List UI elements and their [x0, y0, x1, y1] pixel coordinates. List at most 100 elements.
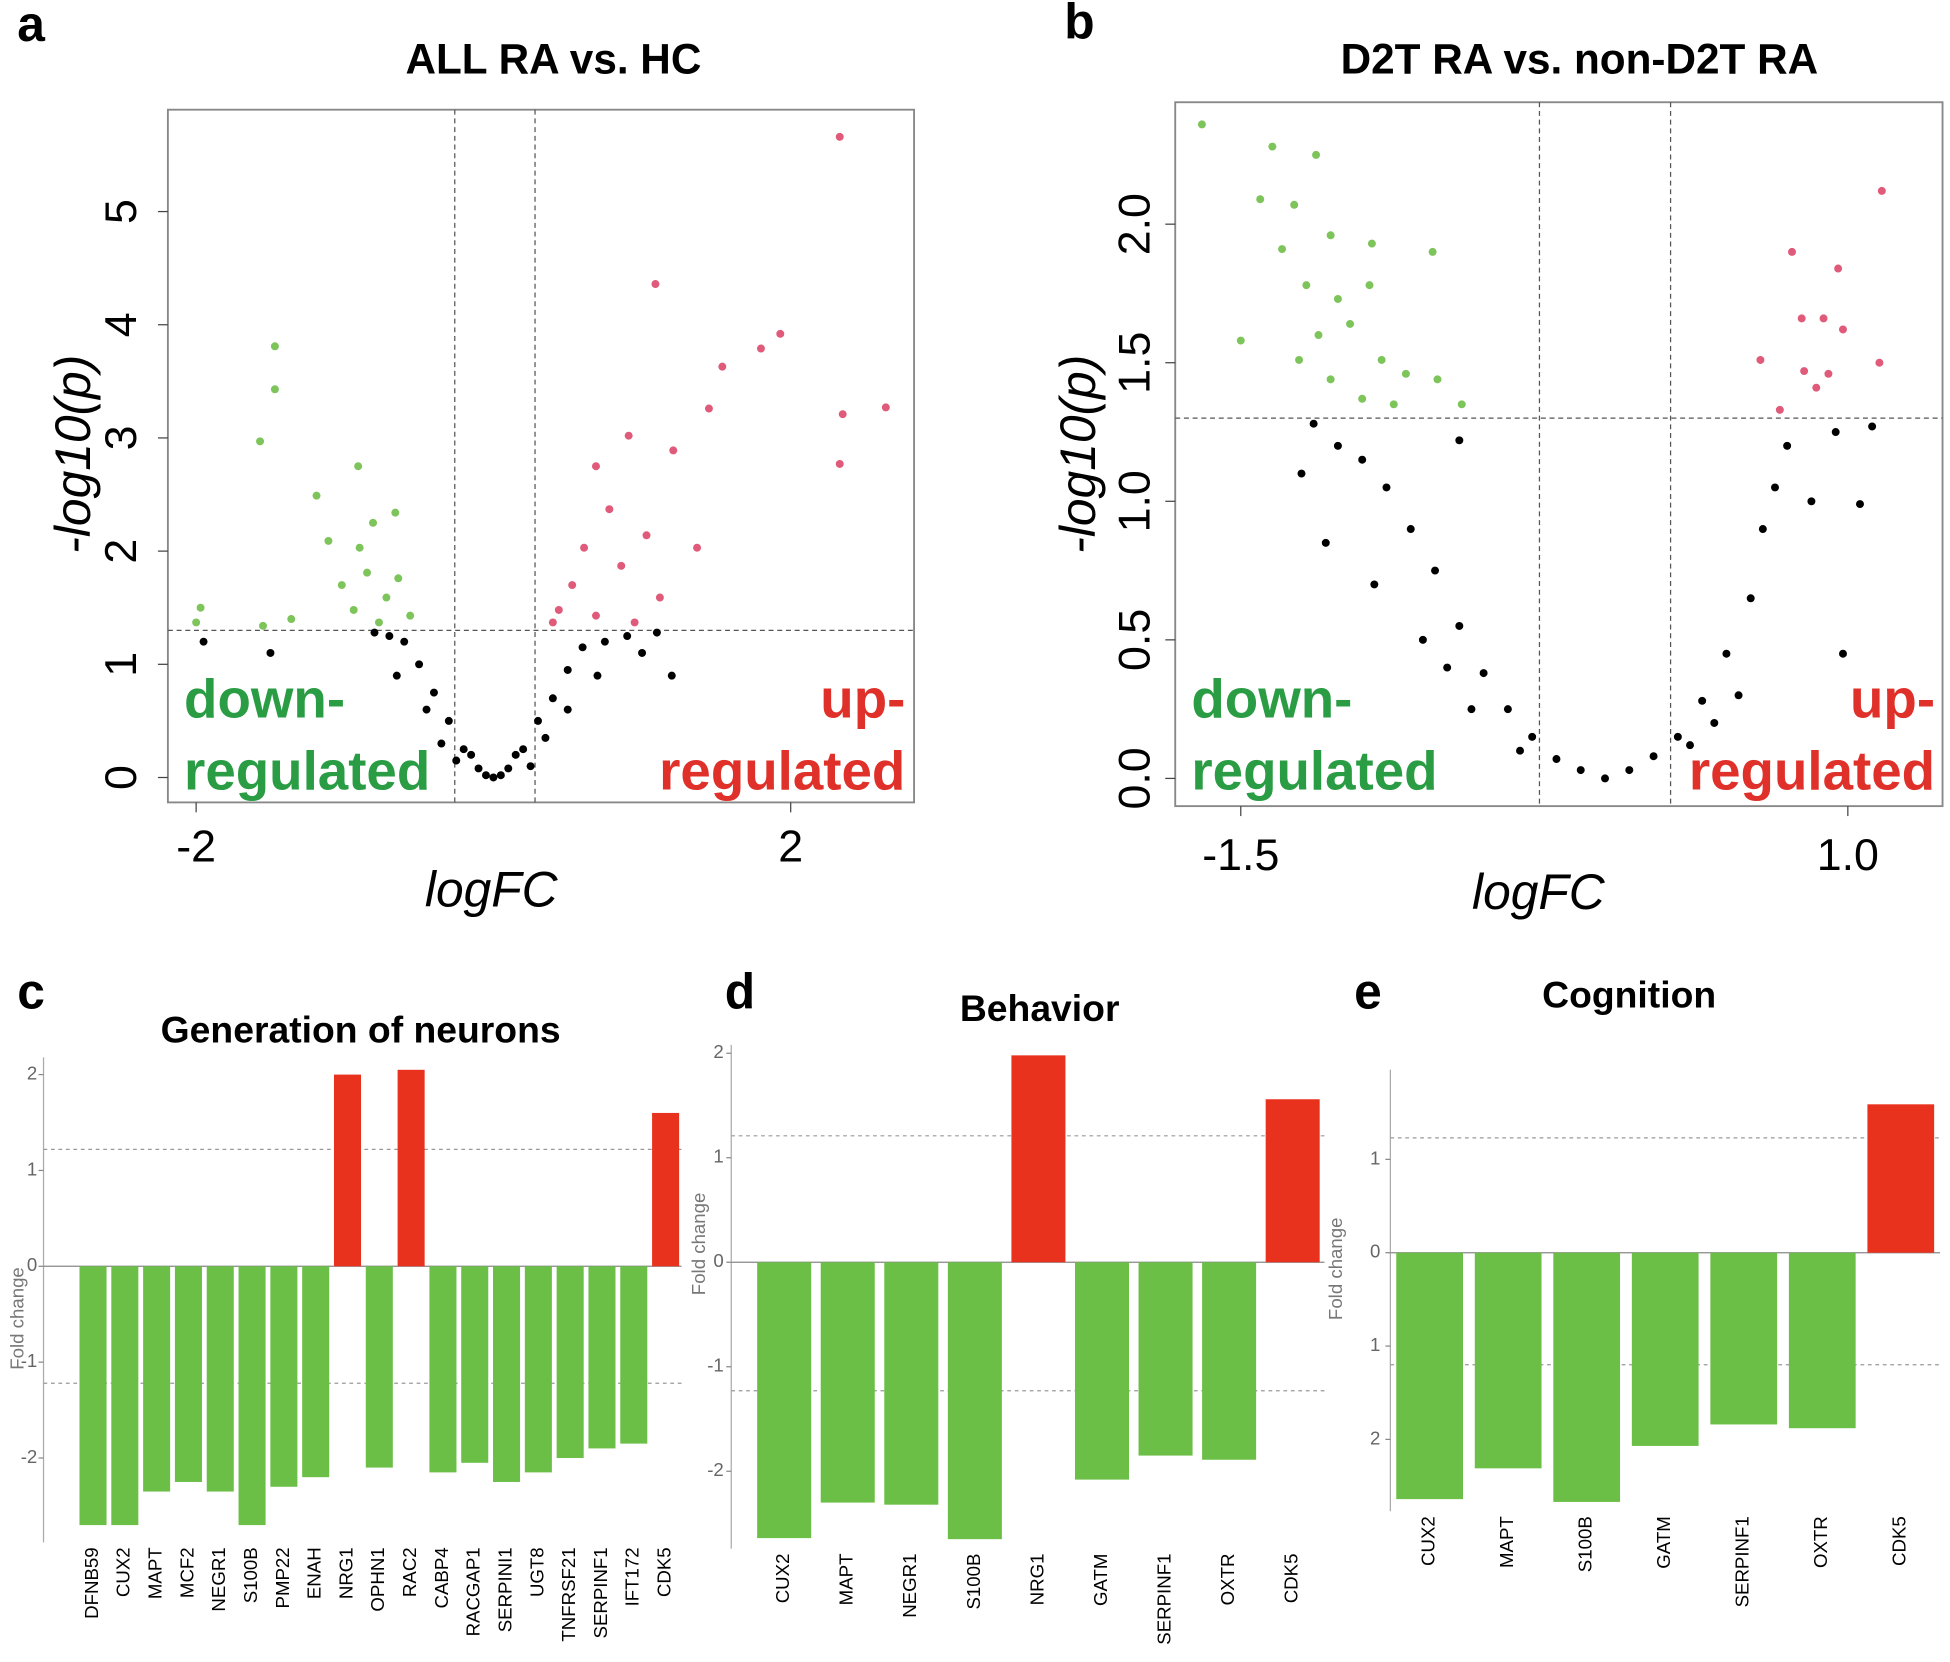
- point: [312, 491, 321, 500]
- y-tick-label: 1: [1370, 1334, 1380, 1355]
- point: [881, 403, 890, 412]
- point: [568, 581, 577, 590]
- bar: [884, 1262, 939, 1505]
- point: [1783, 441, 1792, 450]
- point: [1625, 766, 1634, 775]
- point: [415, 660, 424, 669]
- point: [1824, 369, 1833, 378]
- point: [624, 431, 633, 440]
- bar: [1202, 1262, 1257, 1460]
- point: [652, 628, 661, 637]
- bar: [1474, 1252, 1542, 1469]
- point: [1302, 281, 1311, 290]
- point: [1431, 566, 1440, 575]
- point: [1297, 469, 1306, 478]
- point: [623, 632, 632, 640]
- y-tick-label: 0: [713, 1250, 723, 1271]
- point: [1746, 594, 1755, 603]
- y-tick-label: 0: [1370, 1241, 1380, 1262]
- y-tick-label: 1: [96, 652, 146, 677]
- point: [1503, 705, 1512, 714]
- point: [437, 739, 446, 748]
- point: [1333, 295, 1342, 303]
- point: [835, 459, 844, 468]
- point: [452, 756, 461, 765]
- point: [266, 649, 275, 657]
- point: [444, 716, 453, 725]
- plot-frame: [166, 108, 915, 804]
- y-tick-label: 1: [27, 1158, 37, 1179]
- point: [1686, 741, 1694, 750]
- point: [259, 621, 267, 630]
- y-tick-label: 0.5: [1110, 609, 1160, 671]
- point: [1326, 231, 1335, 240]
- y-tick-label: 3: [96, 425, 146, 450]
- point: [642, 531, 651, 540]
- point: [199, 637, 208, 646]
- bar: [1074, 1262, 1130, 1480]
- x-tick-label: DFNB59: [81, 1547, 102, 1618]
- point: [1321, 538, 1330, 547]
- point: [1479, 669, 1488, 678]
- point: [474, 764, 483, 773]
- panel-label: e: [1354, 963, 1382, 1019]
- bar: [1553, 1252, 1621, 1502]
- x-tick-label: SERPINF1: [590, 1547, 611, 1638]
- point: [1455, 436, 1464, 445]
- annotation: up-: [1850, 667, 1935, 729]
- point: [1516, 746, 1525, 755]
- point: [1775, 405, 1784, 414]
- point: [1734, 691, 1743, 700]
- point: [1418, 635, 1427, 644]
- point: [1455, 622, 1464, 630]
- point: [385, 632, 394, 640]
- point: [374, 618, 383, 627]
- point: [192, 618, 201, 627]
- point: [511, 750, 520, 759]
- x-tick-label: CDK5: [1281, 1554, 1302, 1604]
- x-tick-label: RACGAP1: [463, 1547, 484, 1636]
- point: [1314, 331, 1323, 339]
- bar: [588, 1266, 616, 1449]
- point: [1326, 375, 1335, 384]
- point: [1295, 355, 1304, 364]
- y-tick-label: -1: [21, 1350, 38, 1371]
- annotation: up-: [820, 667, 905, 729]
- point: [548, 694, 557, 703]
- point: [591, 611, 600, 620]
- x-tick-label: TNFRSF21: [558, 1547, 579, 1641]
- point: [1401, 369, 1410, 378]
- y-tick-label: 2: [713, 1041, 723, 1062]
- point: [1457, 400, 1466, 409]
- y-axis-label: -log10(p): [1050, 355, 1106, 554]
- x-tick-label: CDK5: [1889, 1516, 1910, 1566]
- x-tick-label: 1.0: [1817, 830, 1879, 880]
- x-tick-label: MAPT: [836, 1554, 857, 1606]
- point: [1268, 142, 1277, 151]
- point: [1877, 186, 1886, 195]
- point: [1649, 752, 1658, 761]
- point: [1467, 705, 1476, 714]
- x-tick-label: -2: [176, 821, 216, 871]
- point: [467, 750, 476, 759]
- point: [1831, 428, 1840, 436]
- x-tick-label: CUX2: [1418, 1516, 1439, 1566]
- point: [548, 618, 557, 627]
- point: [1290, 200, 1299, 209]
- point: [776, 329, 785, 338]
- annotation: regulated: [659, 739, 905, 801]
- y-tick-label: -1: [707, 1355, 724, 1376]
- point: [1197, 120, 1206, 129]
- point: [655, 593, 664, 602]
- point: [563, 665, 572, 674]
- bar: [493, 1266, 521, 1482]
- point: [349, 606, 358, 614]
- x-tick-label: RAC2: [399, 1547, 420, 1597]
- annotation: regulated: [184, 739, 430, 801]
- point: [1576, 766, 1585, 775]
- point: [1365, 281, 1374, 290]
- bar: [1138, 1262, 1193, 1456]
- annotation: down-: [184, 667, 345, 729]
- y-tick-label: 0.0: [1110, 747, 1160, 809]
